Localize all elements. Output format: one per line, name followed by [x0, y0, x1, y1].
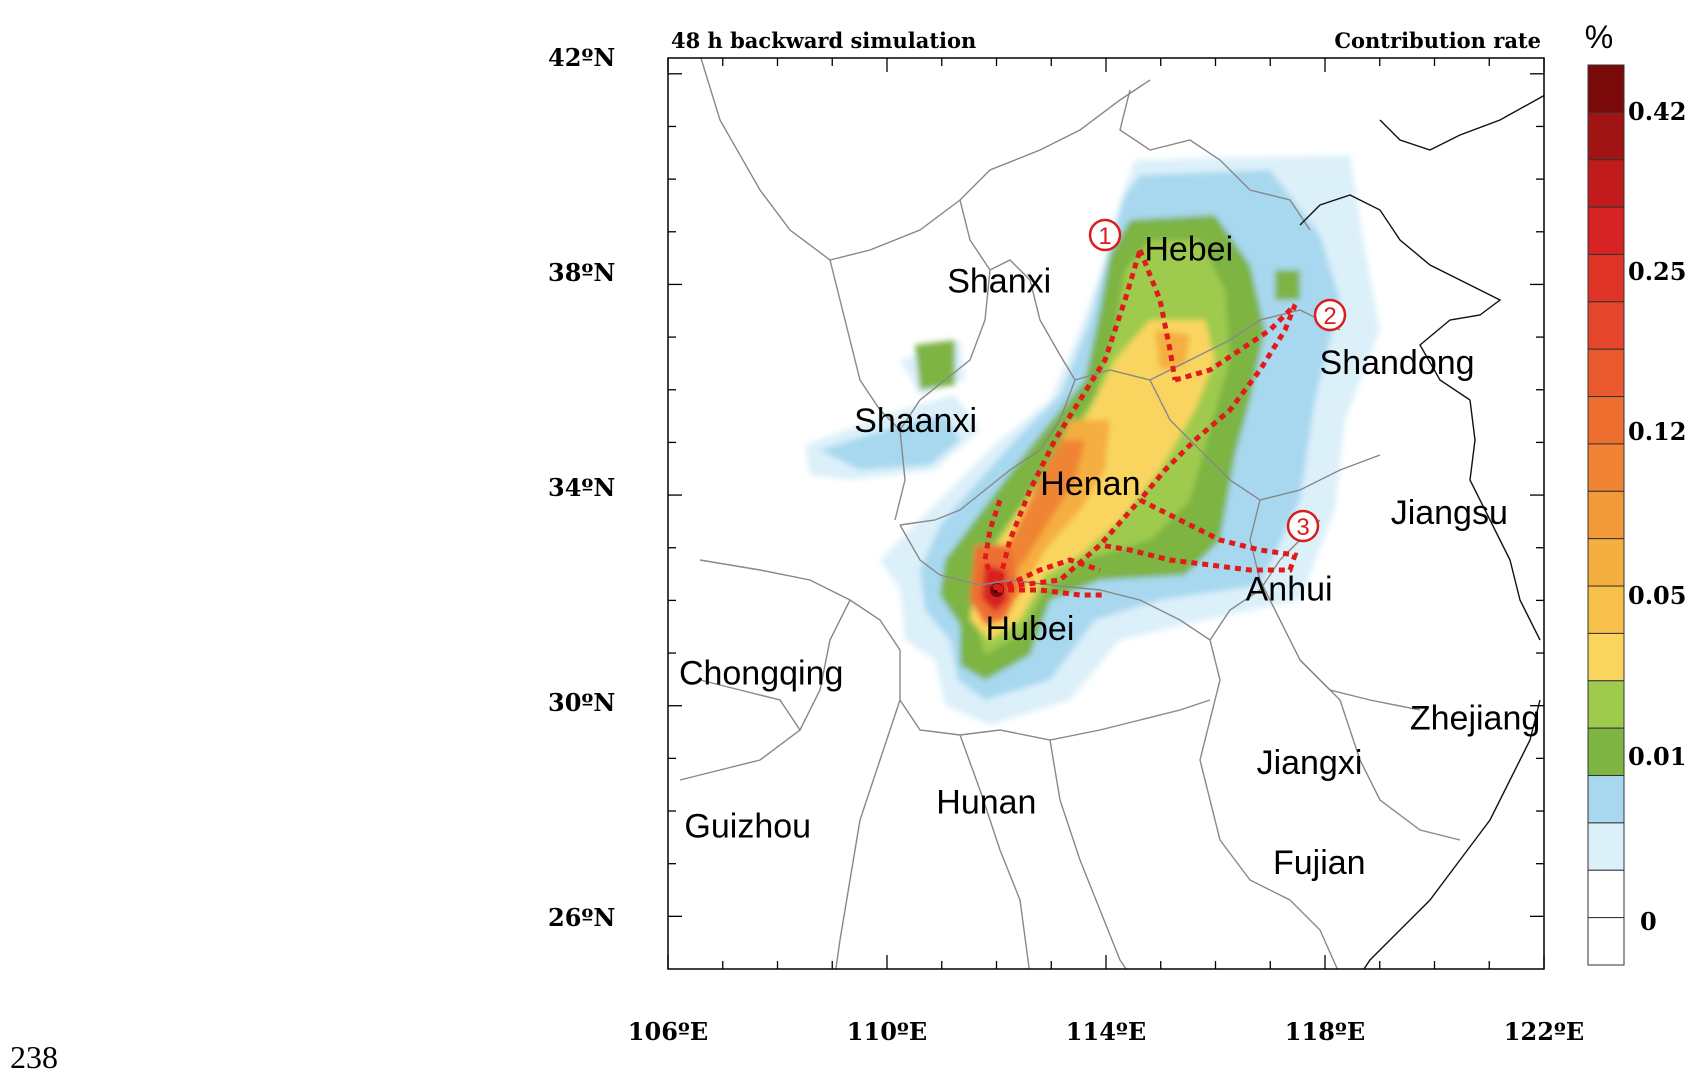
- colorbar-box: [1587, 159, 1625, 208]
- pathway-marker-3: [1286, 509, 1320, 543]
- y-tick-34n: 34ºN: [548, 473, 615, 502]
- colorbar-label-042: 0.42: [1628, 97, 1686, 126]
- x-tick-118e: 118ºE: [1285, 1017, 1365, 1046]
- province-label-shanxi: Shanxi: [947, 262, 1051, 300]
- simulation-title: 48 h backward simulation: [671, 28, 976, 53]
- colorbar-box: [1587, 680, 1625, 729]
- colorbar-box: [1587, 490, 1625, 540]
- contribution-title: Contribution rate: [1334, 28, 1541, 53]
- x-tick-122e: 122ºE: [1504, 1017, 1584, 1046]
- province-label-hunan: Hunan: [936, 784, 1036, 822]
- colorbar-box: [1587, 253, 1625, 303]
- province-label-guizhou: Guizhou: [684, 807, 811, 845]
- y-tick-38n: 38ºN: [548, 258, 615, 287]
- x-tick-110e: 110ºE: [847, 1017, 927, 1046]
- colorbar-label-005: 0.05: [1628, 581, 1686, 610]
- colorbar-box: [1587, 727, 1625, 777]
- x-tick-114e: 114ºE: [1066, 1017, 1146, 1046]
- colorbar-box: [1587, 64, 1625, 113]
- y-tick-26n: 26ºN: [548, 903, 615, 932]
- colorbar-box: [1587, 585, 1625, 634]
- pathway-marker-1: [1088, 218, 1122, 252]
- x-axis-labels: 106ºE 110ºE 114ºE 118ºE 122ºE: [628, 1017, 1584, 1046]
- colorbar-box: [1587, 396, 1625, 445]
- province-label-hebei: Hebei: [1144, 231, 1233, 269]
- y-tick-42n: 42ºN: [548, 43, 615, 72]
- province-label-shandong: Shandong: [1320, 344, 1475, 382]
- coastline: [1299, 94, 1544, 969]
- colorbar-box: [1587, 301, 1625, 350]
- colorbar-label-0: 0: [1640, 907, 1657, 936]
- pathway-marker-3-label: 3: [1296, 514, 1309, 541]
- colorbar-label-025: 0.25: [1628, 257, 1686, 286]
- province-label-jiangsu: Jiangsu: [1391, 494, 1508, 532]
- colorbar-box: [1587, 775, 1625, 824]
- province-label-chongqing: Chongqing: [679, 655, 843, 693]
- province-labels: Hebei Shanxi Shandong Shaanxi Henan Jiangsu An…: [679, 231, 1540, 882]
- colorbar-box: [1587, 917, 1625, 966]
- province-label-zhejiang: Zhejiang: [1410, 699, 1540, 737]
- x-tick-106e: 106ºE: [628, 1017, 708, 1046]
- colorbar-box: [1587, 869, 1625, 919]
- colorbar-box: [1587, 348, 1625, 398]
- province-label-hubei: Hubei: [986, 610, 1075, 648]
- province-label-fujian: Fujian: [1273, 844, 1366, 882]
- pathway-marker-1-label: 1: [1098, 223, 1111, 250]
- y-axis-labels: 42ºN 38ºN 34ºN 30ºN 26ºN: [548, 43, 615, 932]
- page-number: 238: [10, 1039, 58, 1073]
- pathway-marker-2: [1313, 298, 1347, 332]
- colorbar: % 0.42 0.25 0.12 0.05 0.01 0: [1585, 19, 1686, 966]
- axis-ticks: [667, 58, 1545, 969]
- colorbar-unit: %: [1585, 19, 1613, 55]
- colorbar-label-001: 0.01: [1628, 742, 1686, 771]
- colorbar-box: [1587, 632, 1625, 682]
- province-label-jiangxi: Jiangxi: [1257, 744, 1363, 782]
- colorbar-box: [1587, 538, 1625, 587]
- colorbar-boxes: [1587, 64, 1625, 966]
- transport-pathways: [982, 249, 1299, 598]
- colorbar-label-012: 0.12: [1628, 417, 1686, 446]
- pathway-markers: 1 2 3: [1088, 218, 1347, 543]
- colorbar-box: [1587, 111, 1625, 161]
- province-label-henan: Henan: [1040, 465, 1140, 503]
- province-label-shaanxi: Shaanxi: [854, 402, 977, 440]
- province-label-anhui: Anhui: [1246, 570, 1333, 608]
- map-area: 1 2 3 Hebei Shanxi Shandong Shaanxi Henan Jia…: [668, 58, 1544, 969]
- colorbar-box: [1587, 822, 1625, 871]
- y-tick-30n: 30ºN: [548, 688, 615, 717]
- province-boundaries: [679, 58, 1461, 969]
- contribution-field: [805, 155, 1380, 725]
- pathway-marker-2-label: 2: [1323, 303, 1336, 330]
- colorbar-box: [1587, 443, 1625, 492]
- colorbar-box: [1587, 206, 1625, 255]
